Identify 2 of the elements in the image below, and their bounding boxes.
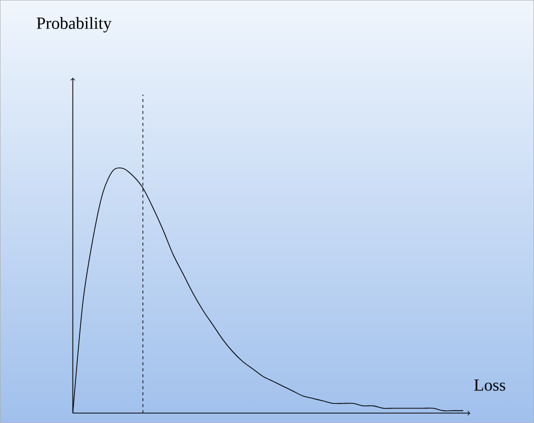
x-axis-title: Loss (474, 380, 506, 391)
text: Probability (36, 17, 112, 32)
